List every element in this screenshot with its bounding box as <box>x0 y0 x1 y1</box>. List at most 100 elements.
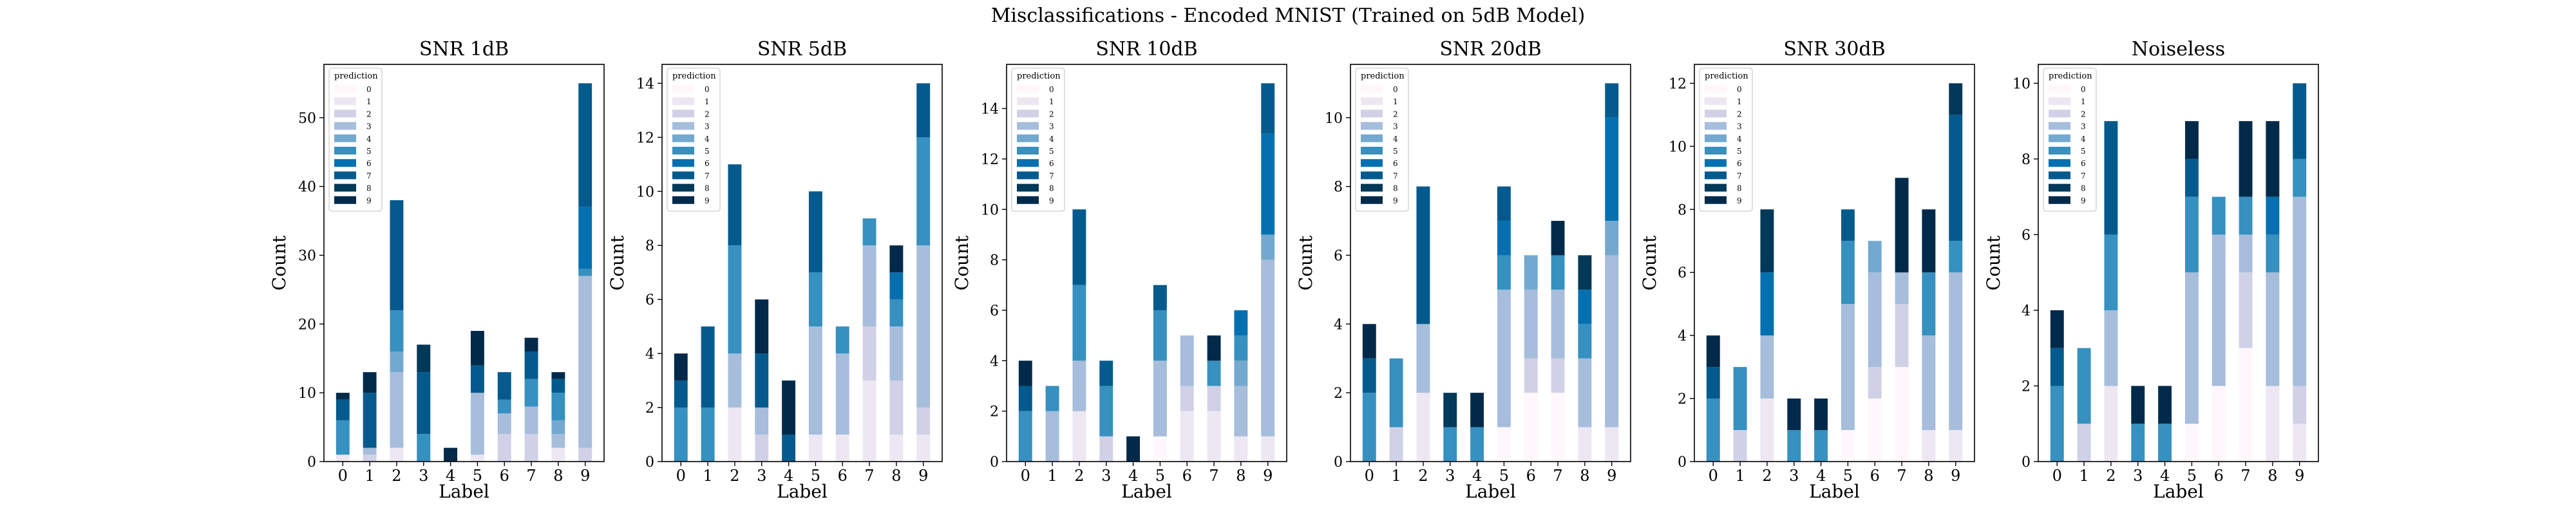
bar-segment <box>470 365 484 393</box>
x-tick-label: 8 <box>1924 467 1933 485</box>
legend-swatch <box>1361 183 1383 192</box>
bar-segment <box>2158 424 2172 462</box>
y-tick-label: 8 <box>645 238 654 254</box>
y-tick-label: 40 <box>298 180 316 196</box>
bar-segment <box>1787 430 1801 462</box>
bar-segment <box>1099 360 1113 386</box>
legend-label: 2 <box>1049 109 1054 118</box>
bar-segment <box>2239 234 2253 273</box>
legend-swatch <box>1017 85 1039 93</box>
legend-label: 6 <box>1393 159 1398 168</box>
bar-segment <box>835 353 849 435</box>
bar-segment <box>1018 386 1032 411</box>
bar-segment <box>862 326 876 381</box>
bar-segment <box>497 434 511 462</box>
legend-swatch <box>1361 97 1383 106</box>
bar-segment <box>1578 427 1592 462</box>
legend: prediction 0 1 2 3 4 5 6 7 8 9 <box>1699 68 1753 212</box>
bar-segment <box>1497 186 1511 221</box>
y-tick-label: 30 <box>298 248 316 264</box>
legend-swatch <box>672 109 694 118</box>
y-axis-label: Count <box>269 235 290 290</box>
legend-label: 5 <box>705 147 710 156</box>
bar-segment <box>2239 348 2253 462</box>
bar-segment <box>2104 121 2118 235</box>
bar-segment <box>2266 196 2280 235</box>
x-tick-label: 4 <box>2160 467 2170 485</box>
legend-swatch <box>2049 147 2070 154</box>
x-tick-label: 8 <box>553 467 563 485</box>
legend-swatch <box>672 122 694 130</box>
bar-segment <box>2239 121 2253 197</box>
bar-segment <box>1524 358 1538 393</box>
bar-segment <box>2131 424 2145 462</box>
bar-segment <box>889 245 904 273</box>
legend-label: 4 <box>705 135 710 144</box>
x-tick-label: 7 <box>1897 467 1906 485</box>
bar-segment <box>1814 430 1828 462</box>
bar-segment <box>1841 209 1855 241</box>
x-tick-label: 6 <box>2214 467 2224 485</box>
y-tick-label: 6 <box>1334 248 1343 264</box>
legend-swatch <box>2049 109 2070 118</box>
legend-label: 8 <box>1737 184 1742 193</box>
bar-segment <box>1524 289 1538 359</box>
bar-segment <box>1578 255 1592 290</box>
legend-swatch <box>1705 147 1727 154</box>
x-tick-label: 7 <box>1209 467 1218 485</box>
bar-segment <box>1551 255 1565 290</box>
chart-title: SNR 10dB <box>1095 38 1197 61</box>
y-tick-label: 8 <box>990 253 999 269</box>
bar-segment <box>390 310 404 352</box>
legend-title: prediction <box>2049 71 2092 81</box>
bar-segment <box>363 454 377 462</box>
y-axis-label: Count <box>1639 235 1660 290</box>
bar-segment <box>674 353 688 381</box>
legend-swatch <box>1705 97 1727 106</box>
bar-segment <box>417 344 431 373</box>
legend-swatch <box>1017 109 1039 118</box>
y-tick-label: 12 <box>636 130 654 146</box>
bar-segment <box>470 454 484 462</box>
y-tick-label: 8 <box>2022 152 2031 168</box>
legend-swatch <box>1705 183 1727 192</box>
y-tick-label: 8 <box>1678 202 1687 218</box>
bar-segment <box>1362 358 1376 393</box>
bar-segment <box>1605 255 1619 427</box>
y-axis-label: Count <box>1983 235 2004 290</box>
legend-swatch <box>1361 147 1383 154</box>
y-tick-label: 0 <box>645 454 654 471</box>
x-tick-label: 3 <box>2133 467 2143 485</box>
y-tick-label: 0 <box>1678 454 1687 471</box>
x-tick-label: 6 <box>1870 467 1880 485</box>
bar-segment <box>2211 196 2226 235</box>
y-tick-label: 2 <box>645 400 654 417</box>
y-tick-label: 10 <box>1325 111 1343 127</box>
legend-swatch <box>1361 109 1383 118</box>
bar-segment <box>497 413 511 435</box>
bar-segment <box>2131 386 2145 424</box>
x-tick-label: 9 <box>580 467 590 485</box>
bar-segment <box>1497 427 1511 462</box>
bar-segment <box>2293 424 2307 462</box>
bar-segment <box>1605 221 1619 256</box>
y-axis-label: Count <box>607 235 628 290</box>
legend: prediction 0 1 2 3 4 5 6 7 8 9 <box>2043 68 2097 212</box>
legend-swatch <box>1361 159 1383 167</box>
x-tick-label: 7 <box>864 467 874 485</box>
chart-title: SNR 5dB <box>757 38 847 61</box>
x-axis-label: Label <box>439 481 489 502</box>
bar-segment <box>1706 367 1720 399</box>
bar-segment <box>551 447 565 462</box>
bar-segment <box>674 380 688 408</box>
y-tick-label: 20 <box>298 317 316 333</box>
bar-segment <box>1261 436 1275 462</box>
legend-label: 2 <box>2081 109 2086 118</box>
bar-segment <box>1814 398 1828 431</box>
bar-segment <box>1578 289 1592 324</box>
bar-segment <box>1551 221 1565 256</box>
x-tick-label: 0 <box>1021 467 1030 485</box>
x-tick-label: 2 <box>1418 467 1428 485</box>
bar-segment <box>1234 360 1248 386</box>
bar-segment <box>1261 259 1275 436</box>
